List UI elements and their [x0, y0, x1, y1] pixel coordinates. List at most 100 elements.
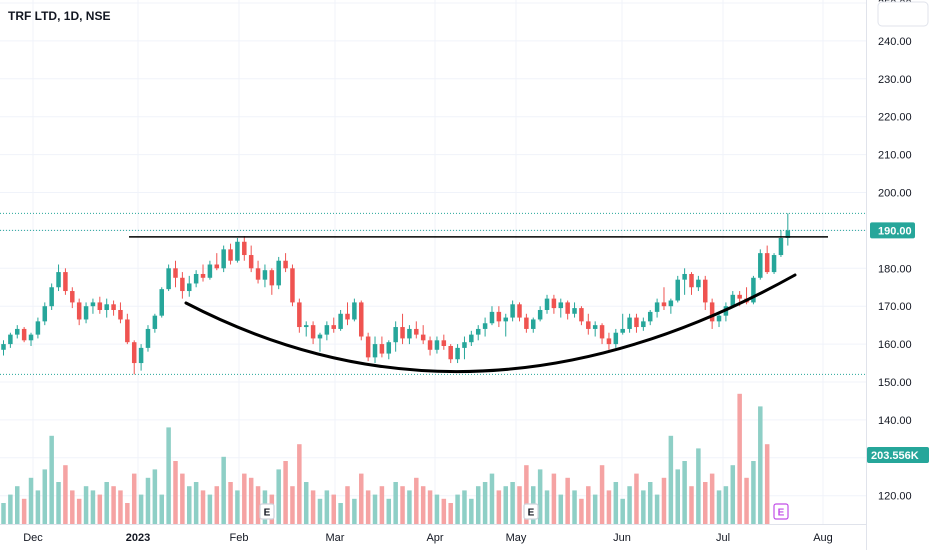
candle-body: [248, 255, 254, 269]
volume-bar: [420, 486, 426, 524]
volume-bar: [365, 490, 371, 524]
volume-bar: [200, 490, 206, 524]
last-price-tag: [870, 222, 915, 239]
volume-bar: [104, 482, 109, 524]
candle-body: [76, 302, 82, 320]
candle-body: [83, 306, 89, 320]
candle-body: [338, 313, 343, 329]
volume-bar: [462, 490, 467, 524]
volume-bar: [647, 482, 653, 524]
candle-body: [262, 270, 268, 280]
candle-body: [414, 328, 419, 335]
candle-body: [565, 302, 570, 314]
volume-bar: [496, 490, 502, 524]
candle-body: [242, 241, 247, 256]
candle-body: [634, 317, 639, 328]
candle-body: [15, 328, 20, 335]
candle-body: [331, 325, 336, 329]
volume-bar: [503, 486, 508, 524]
candle-body: [613, 332, 619, 345]
candle-body: [400, 327, 405, 339]
candle-body: [324, 325, 330, 335]
volume-bar: [345, 486, 350, 524]
volume-tag: [867, 447, 929, 463]
candle-body: [420, 334, 426, 341]
volume-bar: [758, 406, 763, 524]
candle-body: [764, 253, 770, 273]
candle-body: [551, 298, 557, 309]
candle-body: [131, 342, 137, 364]
candle-body: [365, 336, 371, 358]
candle-body: [503, 317, 508, 322]
volume-bar: [42, 469, 48, 524]
time-tick-label: May: [506, 532, 527, 544]
volume-bar: [606, 490, 612, 524]
candle-body: [778, 237, 784, 256]
volume-bar: [228, 482, 233, 524]
volume-bar: [49, 435, 54, 524]
volume-bar: [310, 490, 316, 524]
volume-bar: [173, 461, 178, 524]
volume-bar: [565, 477, 570, 524]
volume-bar: [627, 486, 632, 524]
volume-bar: [63, 465, 68, 524]
volume-bar: [21, 498, 27, 524]
volume-bar: [709, 473, 715, 524]
candle-body: [97, 302, 103, 310]
volume-bar: [517, 486, 522, 524]
candle-body: [269, 270, 275, 286]
volume-bar: [207, 494, 213, 524]
volume-bar: [248, 477, 254, 524]
volume-bar: [359, 473, 364, 524]
volume-bar: [592, 494, 598, 524]
candle-body: [709, 302, 715, 322]
volume-bar: [138, 494, 144, 524]
candle-body: [8, 334, 13, 345]
candle-body: [255, 268, 261, 280]
candle-body: [469, 334, 474, 343]
volume-bar: [689, 486, 694, 524]
candle-body: [228, 249, 233, 261]
volume-bar: [620, 498, 625, 524]
volume-bar: [764, 444, 770, 524]
volume-bar: [76, 498, 82, 524]
candle-body: [606, 338, 612, 345]
candle-body: [441, 340, 447, 346]
candle-body: [386, 342, 392, 354]
candle-body: [28, 334, 34, 341]
candle-body: [586, 321, 591, 329]
candle-body: [510, 304, 515, 318]
volume-bar: [166, 427, 171, 524]
volume-bar: [654, 494, 660, 524]
price-tick-label: 200.00: [878, 188, 912, 200]
candle-body: [448, 345, 453, 360]
candle-body: [592, 325, 598, 329]
volume-bar: [744, 477, 749, 524]
volume-bar: [118, 490, 123, 524]
candle-body: [290, 268, 295, 303]
candle-body: [104, 304, 109, 310]
candle-body: [475, 328, 481, 335]
candle-body: [641, 321, 646, 328]
volume-bar: [159, 494, 164, 524]
volume-bar: [544, 490, 550, 524]
volume-bar: [716, 490, 722, 524]
candle-body: [730, 294, 736, 307]
candle-body: [455, 347, 460, 360]
candle-body: [21, 328, 27, 341]
scale-settings-button: [877, 1, 929, 27]
candle-body: [345, 313, 350, 320]
candle-body: [49, 287, 54, 307]
volume-bar: [641, 490, 646, 524]
candle-body: [572, 308, 577, 314]
time-tick-label: Apr: [426, 532, 443, 544]
volume-bar: [427, 490, 433, 524]
candle-body: [145, 328, 151, 348]
candle-body: [751, 277, 756, 303]
volume-bar: [242, 473, 247, 524]
volume-bar: [221, 456, 226, 524]
candle-body: [297, 302, 302, 328]
candle-body: [496, 311, 502, 322]
